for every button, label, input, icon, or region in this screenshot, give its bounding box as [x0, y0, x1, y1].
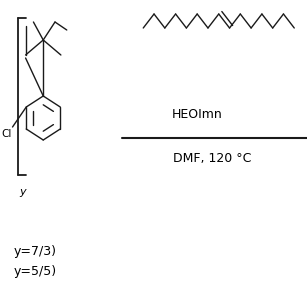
- Text: Cl: Cl: [1, 129, 12, 139]
- Text: y=7/3): y=7/3): [14, 245, 57, 258]
- Text: y=5/5): y=5/5): [14, 265, 57, 278]
- Text: HEOImn: HEOImn: [172, 108, 223, 121]
- Text: y: y: [20, 187, 26, 197]
- Text: DMF, 120 °C: DMF, 120 °C: [173, 152, 251, 165]
